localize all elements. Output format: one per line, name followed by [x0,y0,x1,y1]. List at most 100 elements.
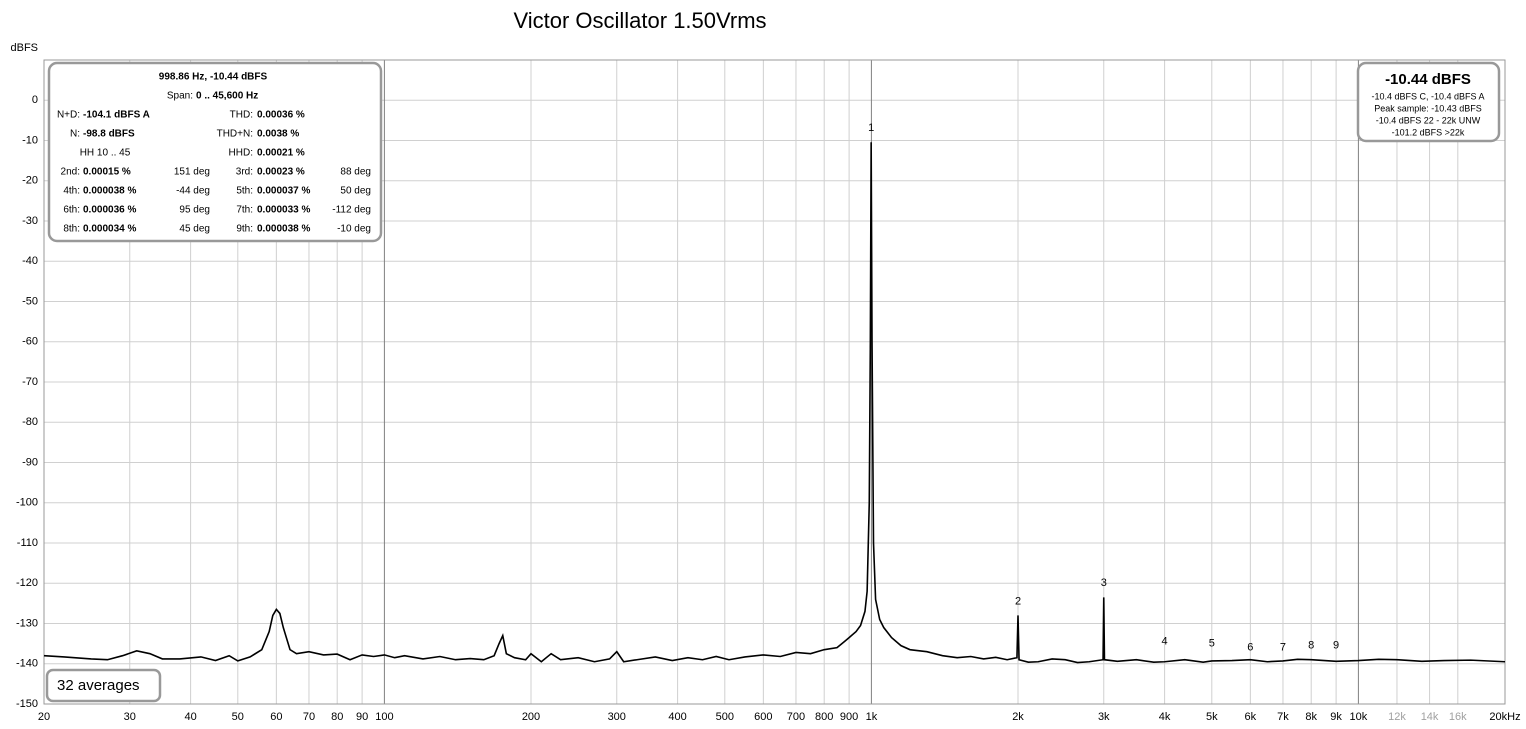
harmonic-marker: 9 [1333,640,1339,652]
x-tick-label: 5k [1206,711,1218,723]
y-tick-label: -30 [22,215,38,227]
y-tick-label: 0 [32,94,38,106]
panel-label: 8th: [63,224,80,235]
y-tick-label: -40 [22,255,38,267]
panel-phase: 50 deg [340,186,371,197]
panel-label: HHD: [229,148,253,159]
plot: 1 2 3 4 5 6 7 8 9 [43,122,1506,664]
x-tick-label: 8k [1305,711,1317,723]
panel-value: 0.000038 % [257,224,310,235]
x-tick-label: 60 [270,711,282,723]
x-tick-label: 30 [124,711,136,723]
y-axis-label: dBFS [10,42,38,54]
x-tick-label: 10k [1350,711,1368,723]
panel-box [1356,61,1501,143]
y-tick-label: -80 [22,416,38,428]
x-tick-label: 14k [1421,711,1439,723]
x-tick-label: 400 [668,711,686,723]
x-tick-label: 4k [1159,711,1171,723]
panel-label: 2nd: [61,167,80,178]
axes: 0 -10 -20 -30 -40 -50 -60 -70 -80 -90 -100 -110 -120… [16,94,1521,723]
x-tick-label: 7k [1277,711,1289,723]
chart-title: Victor Oscillator 1.50Vrms [513,8,766,33]
panel-label: N: [70,129,80,140]
y-tick-label: -10 [22,134,38,146]
x-tick-label: 6k [1245,711,1257,723]
panel-label: THD: [230,110,253,121]
panel-label: THD+N: [217,129,253,140]
x-tick-label: 300 [608,711,626,723]
panel-line: -10.4 dBFS C, -10.4 dBFS A [1371,91,1484,101]
x-tick-label: 40 [184,711,196,723]
panel-label: 5th: [236,186,253,197]
x-tick-label: 9k [1330,711,1342,723]
averages-label: 32 averages [57,677,140,694]
panel-value: 0.00023 % [257,167,305,178]
harmonic-marker: 3 [1101,577,1107,589]
panel-heading: -10.44 dBFS [1385,71,1471,88]
x-tick-label: 16k [1449,711,1467,723]
panel-label: 4th: [63,186,80,197]
averages-box [45,668,162,703]
panel-label: HH 10 .. 45 [80,148,131,159]
panel-value: 0.000038 % [83,186,136,197]
panel-value: 0.0038 % [257,129,299,140]
panel-phase: -112 deg [332,205,371,216]
right-panel: -10.44 dBFS -10.4 dBFS C, -10.4 dBFS A Pea… [1356,61,1501,143]
panel-value: 0.00021 % [257,148,305,159]
y-tick-label: -50 [22,295,38,307]
x-tick-label: 1k [866,711,878,723]
harmonic-marker: 8 [1308,640,1314,652]
panel-line: -10.4 dBFS 22 - 22k UNW [1376,115,1481,125]
panel-label: 9th: [236,224,253,235]
panel-label: 3rd: [236,167,253,178]
harmonic-marker: 4 [1162,636,1168,648]
y-tick-label: -100 [16,497,38,509]
panel-value: 0.000037 % [257,186,310,197]
panel-line: -101.2 dBFS >22k [1392,127,1465,137]
harmonic-marker: 5 [1209,638,1215,650]
panel-phase: 151 deg [174,167,210,178]
x-tick-label: 12k [1388,711,1406,723]
x-tick-label: 20 [38,711,50,723]
x-tick-label: 80 [331,711,343,723]
x-tick-label: 700 [787,711,805,723]
panel-value: 0.00015 % [83,167,131,178]
panel-value: 0.00036 % [257,110,305,121]
x-tick-label: 800 [815,711,833,723]
left-panel: 998.86 Hz, -10.44 dBFS Span: 0 .. 45,600 H… [47,61,383,243]
panel-value: -104.1 dBFS A [83,110,150,121]
panel-value: 0.000034 % [83,224,136,235]
y-tick-label: -120 [16,577,38,589]
x-tick-label: 100 [375,711,393,723]
x-tick-label: 500 [716,711,734,723]
x-tick-label: 900 [840,711,858,723]
panel-value: 0.000036 % [83,205,136,216]
panel-label: 7th: [236,205,253,216]
x-tick-label: 200 [522,711,540,723]
x-tick-label: 20kHz [1489,711,1520,723]
harmonic-marker: 2 [1015,595,1021,607]
panel-label: N+D: [57,110,80,121]
panel-value: 0.000033 % [257,205,310,216]
harmonic-marker: 6 [1247,642,1253,654]
y-tick-label: -90 [22,456,38,468]
panel-phase: -10 deg [337,224,371,235]
y-tick-label: -140 [16,658,38,670]
x-tick-label: 3k [1098,711,1110,723]
panel-box [47,61,383,243]
y-tick-label: -130 [16,617,38,629]
panel-phase: 88 deg [340,167,371,178]
y-tick-label: -150 [16,698,38,710]
panel-line: Peak sample: -10.43 dBFS [1374,103,1482,113]
panel-heading: 998.86 Hz, -10.44 dBFS [159,72,268,83]
panel-label: Span: [167,91,193,102]
x-tick-label: 90 [356,711,368,723]
panel-value: 0 .. 45,600 Hz [196,91,258,102]
panel-phase: 45 deg [179,224,210,235]
y-tick-label: -60 [22,336,38,348]
panel-value: -98.8 dBFS [83,129,135,140]
x-tick-label: 50 [232,711,244,723]
panel-phase: 95 deg [179,205,210,216]
